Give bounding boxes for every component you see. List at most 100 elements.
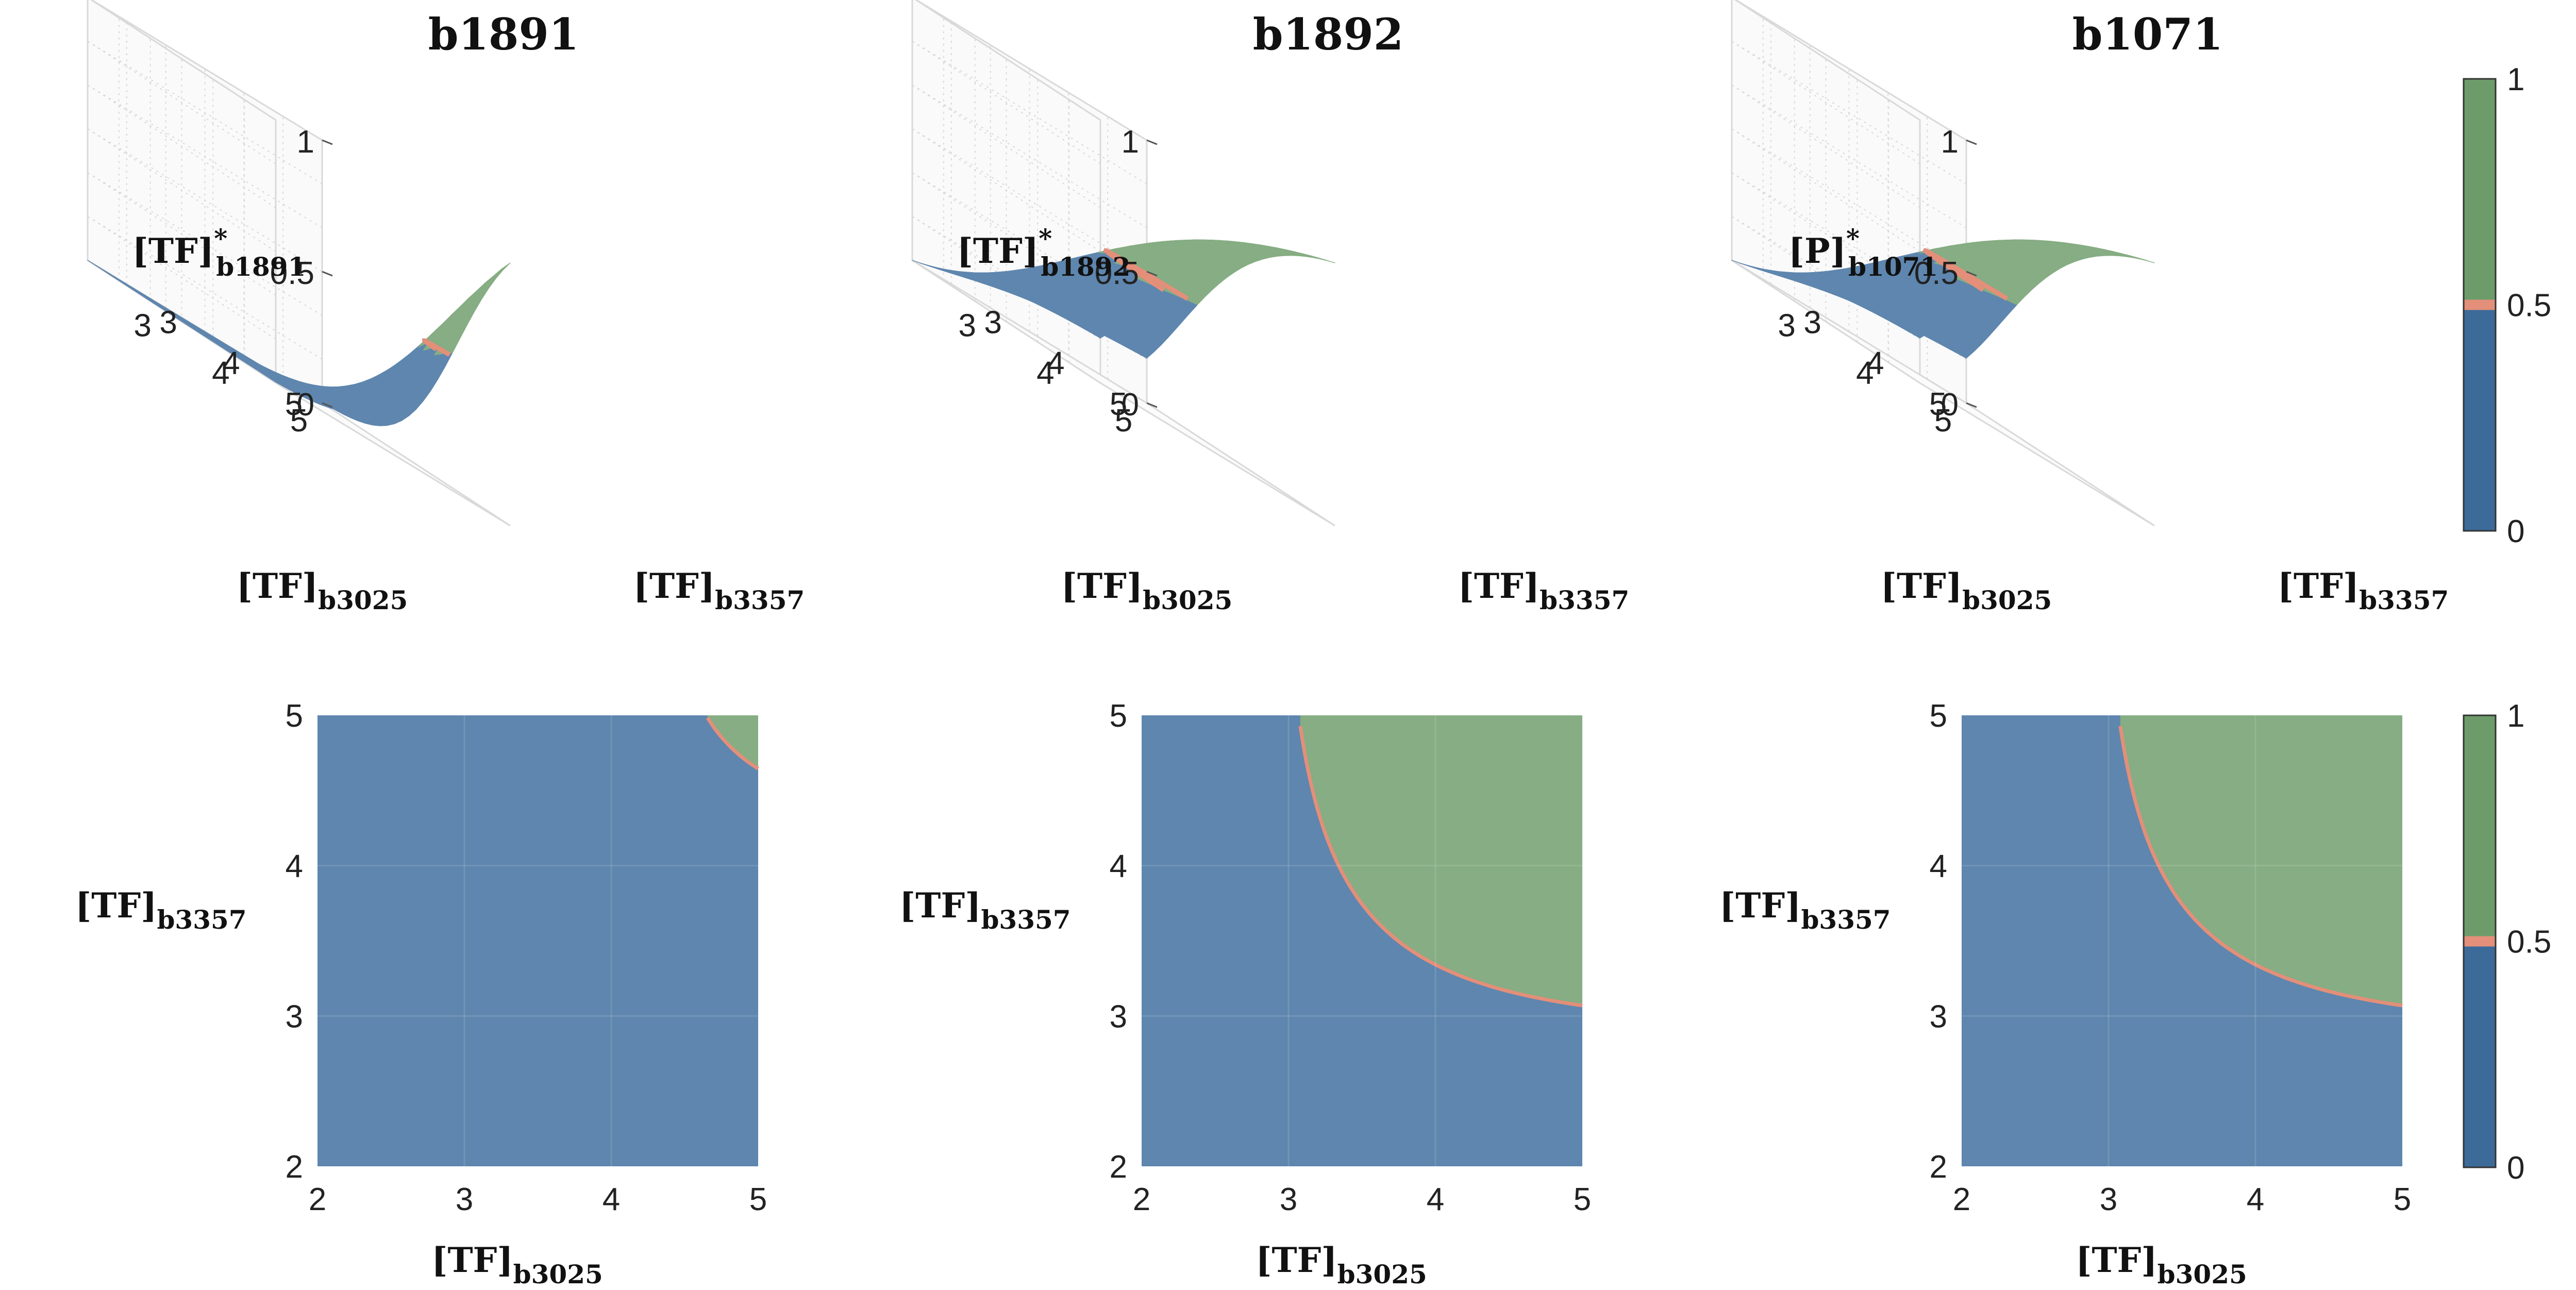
x-tick-label: 5	[749, 1182, 767, 1217]
chart-title: b1891	[428, 9, 579, 60]
z-tick	[1146, 271, 1158, 277]
x-axis-label: [TF]b3025	[1881, 566, 2052, 615]
grid-line	[87, 41, 323, 185]
heatmap-high-region	[707, 715, 758, 769]
z-axis-label: [P]* b1071	[1788, 223, 1938, 282]
colorbar-tick-label: 0.5	[2507, 288, 2551, 324]
y-tick-label: 3	[1930, 999, 1947, 1034]
colorbar-low	[2464, 305, 2496, 531]
threshold-contour	[2118, 726, 2403, 1008]
z-tick-label: 0	[1122, 387, 1139, 423]
heatmap-high-region	[1300, 715, 1582, 1006]
y-tick-label: 2	[286, 1149, 303, 1185]
x-tick-label: 4	[1427, 1182, 1444, 1217]
y-tick-label: 3	[1110, 999, 1127, 1034]
y-tick-label: 3	[159, 305, 177, 340]
grid-line	[1731, 85, 1920, 208]
colorbar-tick-label: 0	[2507, 514, 2524, 549]
threshold-contour	[422, 338, 451, 357]
heatmap-plot-2: 2 3 4 5 2 3 4 5 [TF]b3025 [TF]b3357	[899, 698, 1591, 1289]
colorbar-tick-label: 0.5	[2507, 925, 2551, 960]
surface-patch	[486, 270, 504, 284]
x-tick-label: 4	[2247, 1182, 2264, 1217]
colorbar-threshold	[2464, 299, 2496, 310]
grid-line	[1731, 85, 1967, 228]
y-tick-label: 4	[1110, 849, 1127, 884]
z-tick	[1146, 402, 1158, 408]
grid-line	[87, 85, 276, 208]
colorbar-tick-label: 1	[2507, 62, 2524, 97]
surface-patch	[493, 262, 511, 276]
grid-line	[912, 85, 1147, 228]
z-tick-label: 0	[297, 387, 314, 423]
z-tick-label: 0	[1941, 387, 1959, 423]
z-tick-label: 1	[1941, 124, 1959, 160]
x-tick-label: 3	[1280, 1182, 1297, 1217]
y-axis-label: [TF]b3357	[2278, 566, 2449, 615]
colorbar-high	[2464, 715, 2496, 942]
colorbar-frame	[2463, 78, 2497, 532]
z-tick-label: 1	[1122, 124, 1139, 160]
z-tick	[1966, 271, 1977, 277]
x-tick-label: 3	[2100, 1182, 2117, 1217]
chart-title: b1071	[2072, 9, 2223, 60]
z-tick	[322, 271, 333, 277]
colorbar-tick-label: 0	[2507, 1150, 2524, 1186]
z-axis-label: [TF]* b1891	[132, 223, 306, 282]
y-tick-label: 3	[984, 305, 1001, 340]
x-tick-label: 4	[212, 356, 229, 391]
y-axis-label: [TF]b3357	[633, 566, 805, 615]
y-tick-label: 2	[1110, 1149, 1127, 1185]
x-tick-label: 4	[1856, 356, 1874, 391]
x-tick-label: 5	[1115, 403, 1132, 439]
z-tick	[1966, 402, 1977, 408]
chart-title: b1892	[1253, 9, 1404, 60]
z-tick-label: 0.5	[1095, 256, 1139, 291]
surface-mesh	[912, 239, 1335, 359]
grid-line	[1731, 41, 1920, 164]
heatmap-low-region	[317, 715, 758, 1166]
y-axis-label: [TF]b3357	[75, 885, 247, 935]
x-axis-label: [TF]b3025	[237, 566, 408, 615]
x-tick-label: 2	[1953, 1182, 1970, 1217]
z-tick	[322, 402, 333, 408]
z-tick-label: 0.5	[1914, 256, 1959, 291]
threshold-contour	[1922, 248, 2009, 301]
grid-line	[87, 85, 323, 228]
y-tick-label: 5	[1930, 698, 1947, 734]
surface-patch	[2137, 258, 2155, 263]
z-tick	[1146, 139, 1158, 145]
surface-patch	[1318, 258, 1335, 263]
z-tick-label: 0.5	[270, 256, 314, 291]
surface-mesh	[1731, 239, 2155, 359]
y-tick-label: 3	[286, 999, 303, 1034]
x-tick-label: 2	[309, 1182, 326, 1217]
colorbar-frame	[2463, 714, 2497, 1168]
colorbar-low	[2464, 941, 2496, 1167]
surface-mesh	[87, 260, 511, 426]
threshold-contour	[706, 716, 759, 770]
y-axis-label: [TF]b3357	[899, 885, 1071, 935]
x-axis-label: [TF]b3025	[1061, 566, 1233, 615]
x-tick-label: 5	[2394, 1182, 2411, 1217]
y-tick-label: 5	[285, 387, 303, 422]
z-axis-label: [TF]* b1892	[957, 223, 1131, 282]
grid-line	[912, 85, 1101, 208]
x-tick-label: 5	[1574, 1182, 1591, 1217]
y-tick-label: 4	[1866, 346, 1884, 381]
z-tick-label: 1	[297, 124, 314, 160]
x-tick-label: 5	[1934, 403, 1952, 439]
heatmap-high-region	[2120, 715, 2402, 1006]
x-tick-label: 4	[1036, 356, 1054, 391]
x-tick-label: 3	[1778, 308, 1795, 343]
x-tick-label: 2	[1133, 1182, 1150, 1217]
z-tick	[1966, 139, 1977, 145]
y-axis-label: [TF]b3357	[1719, 885, 1891, 935]
y-tick-label: 5	[1110, 698, 1127, 734]
heatmap-plot-1: 2 3 4 5 2 3 4 5 [TF]b3025 [TF]b3357	[75, 698, 767, 1289]
x-tick-label: 3	[133, 308, 151, 343]
